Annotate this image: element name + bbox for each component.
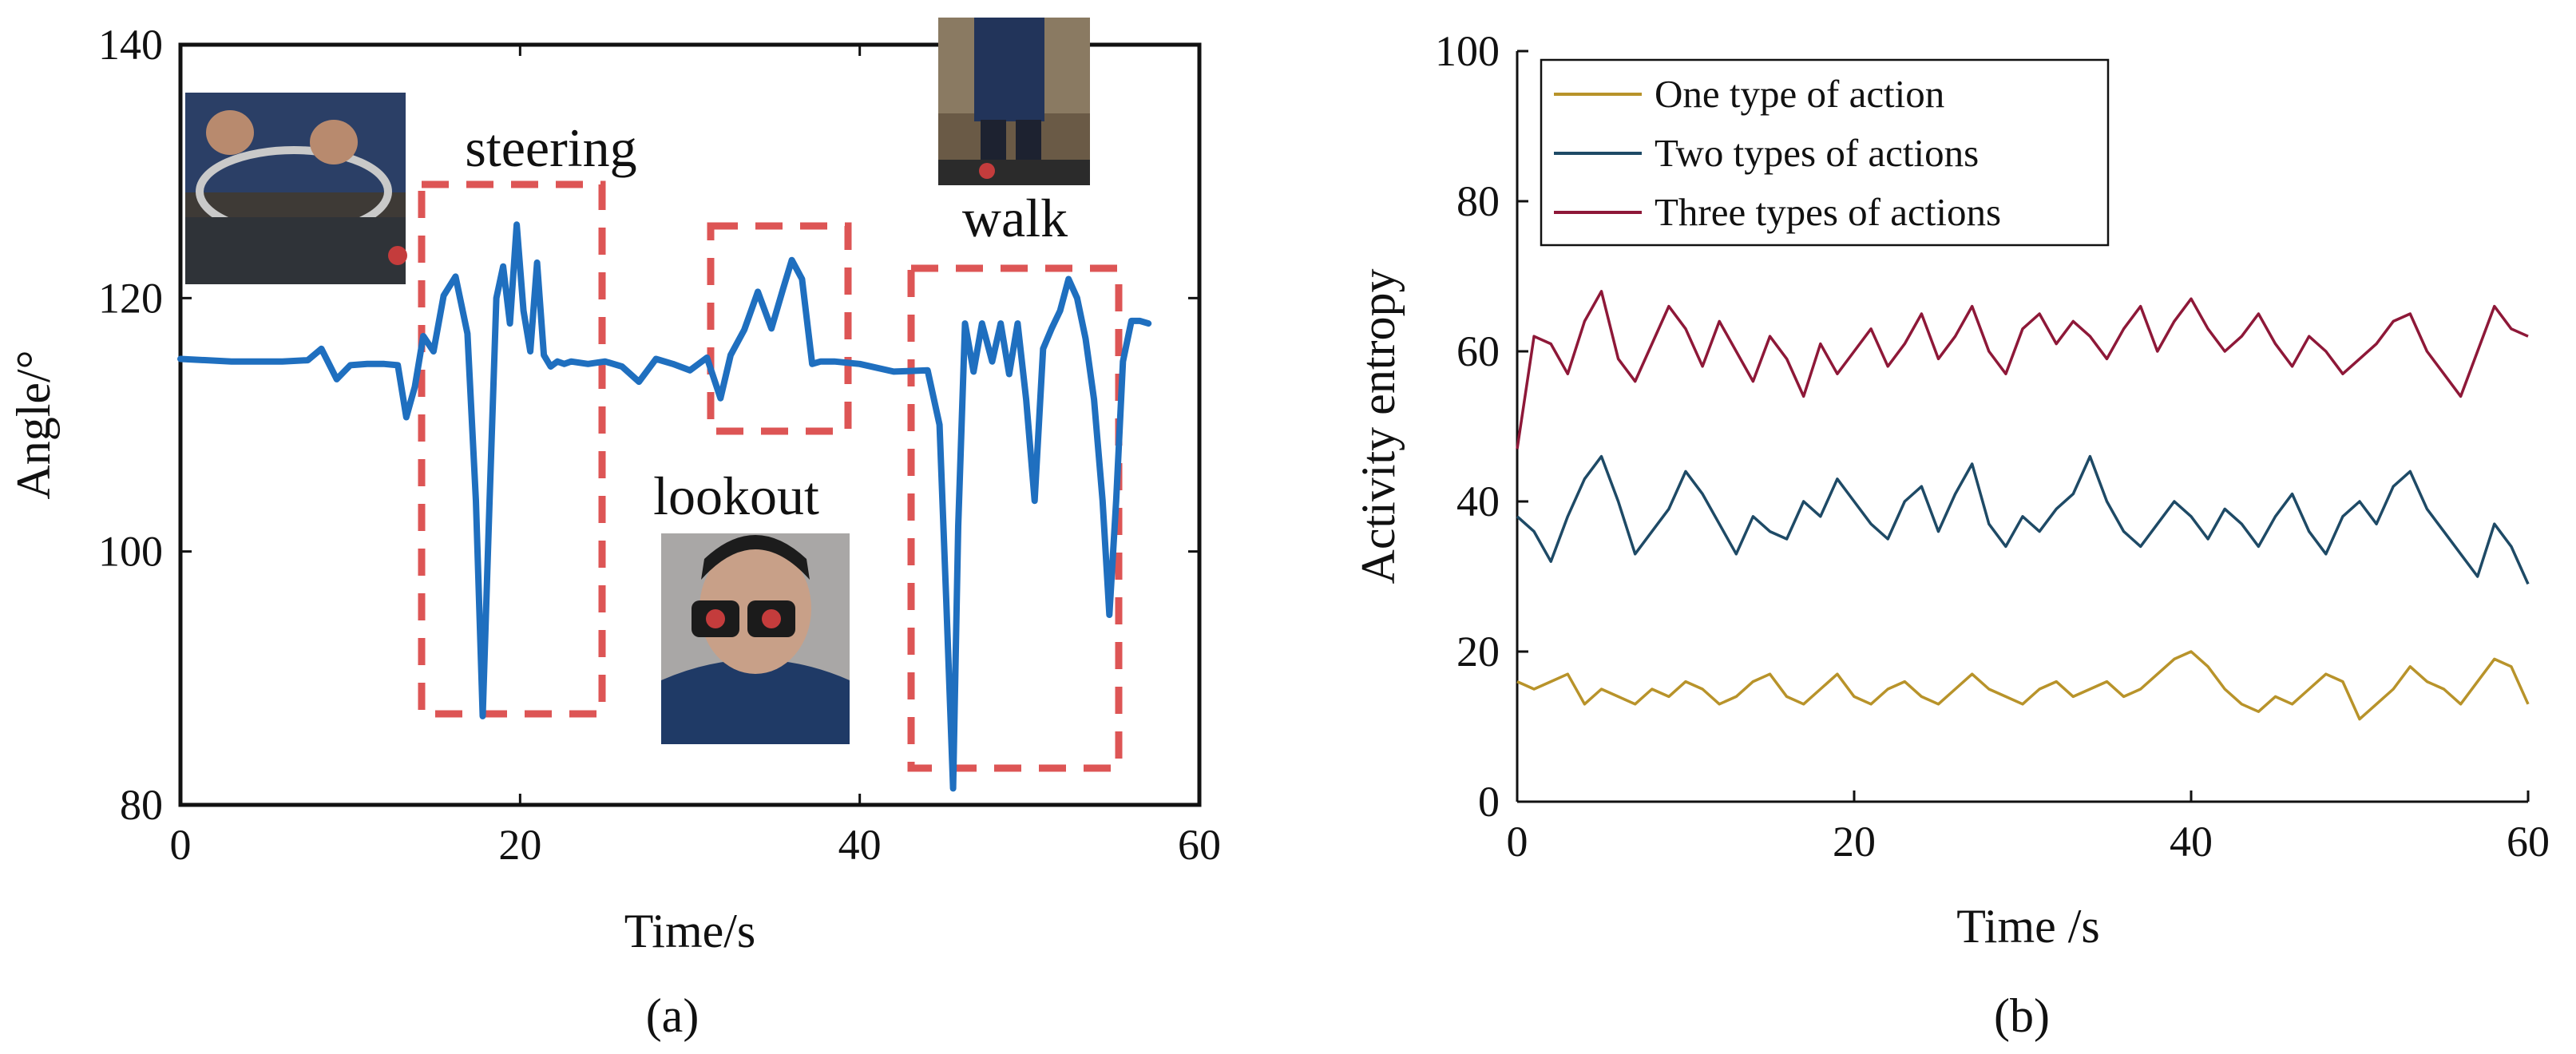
panel-b-x-axis-label: Time /s <box>1956 900 2100 953</box>
y-tick-label: 0 <box>1478 778 1500 826</box>
x-tick-label: 60 <box>2507 818 2550 866</box>
panel-a-x-axis-label: Time/s <box>624 905 756 957</box>
panel-b-entropy-chart: 0 20 40 60 0 20 40 60 80 100 One type of action T… <box>1352 27 2550 1042</box>
y-tick-label: 20 <box>1456 628 1500 676</box>
panel-b-series-lines <box>1516 290 2530 721</box>
legend-label-one-type: One type of action <box>1655 72 1944 116</box>
y-tick-label: 80 <box>1456 177 1500 225</box>
x-tick-label: 20 <box>1833 818 1876 866</box>
panel-b-ticks: 0 20 40 60 0 20 40 60 80 100 <box>1435 27 2550 866</box>
legend-label-two-types: Two types of actions <box>1655 131 1979 175</box>
x-tick-label: 0 <box>170 821 192 869</box>
y-tick-label: 120 <box>98 274 163 322</box>
angle-series-line <box>177 221 1152 792</box>
panel-a-ticks: 0 20 40 60 80 100 120 140 <box>98 21 1221 869</box>
y-tick-label: 40 <box>1456 477 1500 525</box>
panel-b-legend: One type of action Two types of actions … <box>1540 58 2110 247</box>
x-tick-label: 40 <box>2170 818 2213 866</box>
panel-b-y-axis-label: Activity entropy <box>1352 269 1405 584</box>
x-tick-label: 20 <box>498 821 541 869</box>
walk-annotation: walk <box>962 188 1068 248</box>
panel-a-angle-chart: 0 20 40 60 80 100 120 140 <box>7 18 1221 1042</box>
y-tick-label: 60 <box>1456 327 1500 375</box>
x-tick-label: 0 <box>1507 818 1528 866</box>
steering-photo <box>185 93 407 284</box>
y-tick-label: 140 <box>98 21 163 69</box>
series-three-types-line <box>1516 290 2529 450</box>
steering-annotation: steering <box>465 117 636 178</box>
panel-a-y-axis-label: Angle/° <box>7 350 60 499</box>
lookout-photo <box>661 533 850 744</box>
legend-label-three-types: Three types of actions <box>1655 190 2001 234</box>
panel-b-caption: (b) <box>1994 989 2050 1042</box>
lookout-dashed-box <box>707 222 852 435</box>
walk-photo <box>938 18 1090 185</box>
x-tick-label: 40 <box>838 821 882 869</box>
walk-dashed-box <box>907 264 1123 772</box>
y-tick-label: 100 <box>1435 27 1500 75</box>
series-two-types-line <box>1516 454 2530 585</box>
panel-a-caption: (a) <box>646 989 699 1042</box>
series-one-type-line <box>1516 650 2530 721</box>
lookout-annotation: lookout <box>653 466 819 526</box>
y-tick-label: 100 <box>98 528 163 576</box>
steering-dashed-box <box>418 180 606 718</box>
y-tick-label: 80 <box>120 781 163 829</box>
x-tick-label: 60 <box>1178 821 1221 869</box>
